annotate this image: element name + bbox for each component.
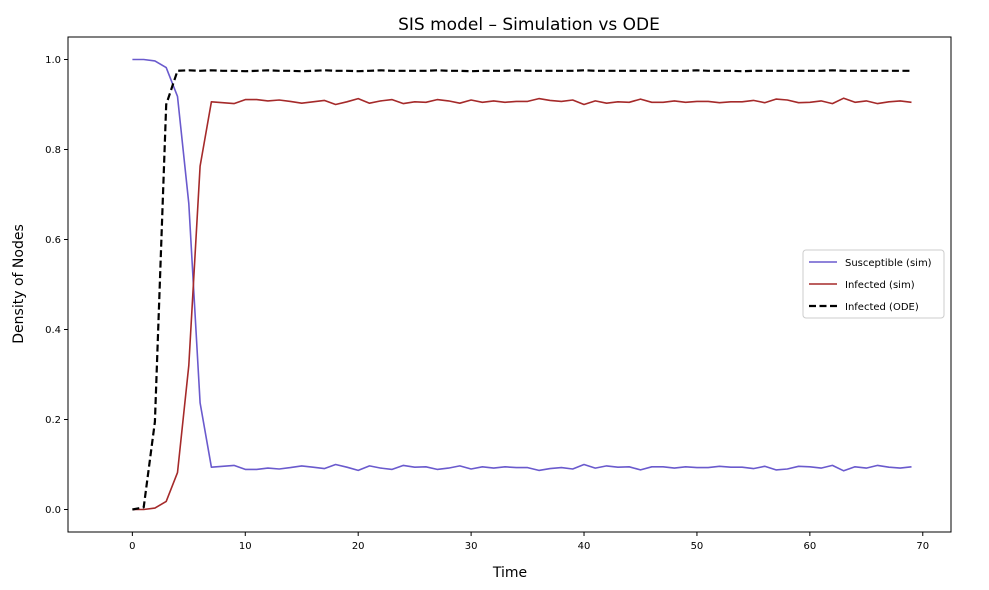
x-tick-label-2: 20 xyxy=(352,541,365,552)
y-tick-label-3: 0.6 xyxy=(45,235,61,246)
series-line-2 xyxy=(132,69,912,511)
y-tick-label-4: 0.8 xyxy=(45,145,61,156)
x-tick-label-6: 60 xyxy=(803,541,816,552)
x-tick-label-3: 30 xyxy=(465,541,478,552)
x-tick-label-7: 70 xyxy=(916,541,929,552)
x-axis-label: Time xyxy=(492,565,527,581)
x-tick-label-1: 10 xyxy=(239,541,252,552)
x-axis: 0 10 20 30 40 50 60 70 xyxy=(129,532,929,552)
legend-box xyxy=(802,249,945,319)
y-axis-label: Density of Nodes xyxy=(11,224,27,343)
legend-label-2: Infected (ODE) xyxy=(845,302,919,313)
y-axis: 0.0 0.2 0.4 0.6 0.8 1.0 xyxy=(45,55,68,516)
y-tick-label-1: 0.2 xyxy=(45,415,61,426)
x-tick-label-4: 40 xyxy=(578,541,591,552)
plot-lines xyxy=(132,58,912,511)
y-tick-label-5: 1.0 xyxy=(45,55,61,66)
chart-title: SIS model – Simulation vs ODE xyxy=(398,15,660,35)
x-tick-label-0: 0 xyxy=(129,541,135,552)
plot-frame xyxy=(67,36,952,533)
legend-label-1: Infected (sim) xyxy=(845,280,915,291)
series-line-1 xyxy=(132,97,912,511)
series-line-0 xyxy=(132,58,912,472)
x-tick-label-5: 50 xyxy=(691,541,704,552)
y-tick-label-2: 0.4 xyxy=(45,325,61,336)
y-tick-label-0: 0.0 xyxy=(45,505,61,516)
legend: Susceptible (sim) Infected (sim) Infected … xyxy=(802,249,945,319)
legend-label-0: Susceptible (sim) xyxy=(845,258,932,269)
